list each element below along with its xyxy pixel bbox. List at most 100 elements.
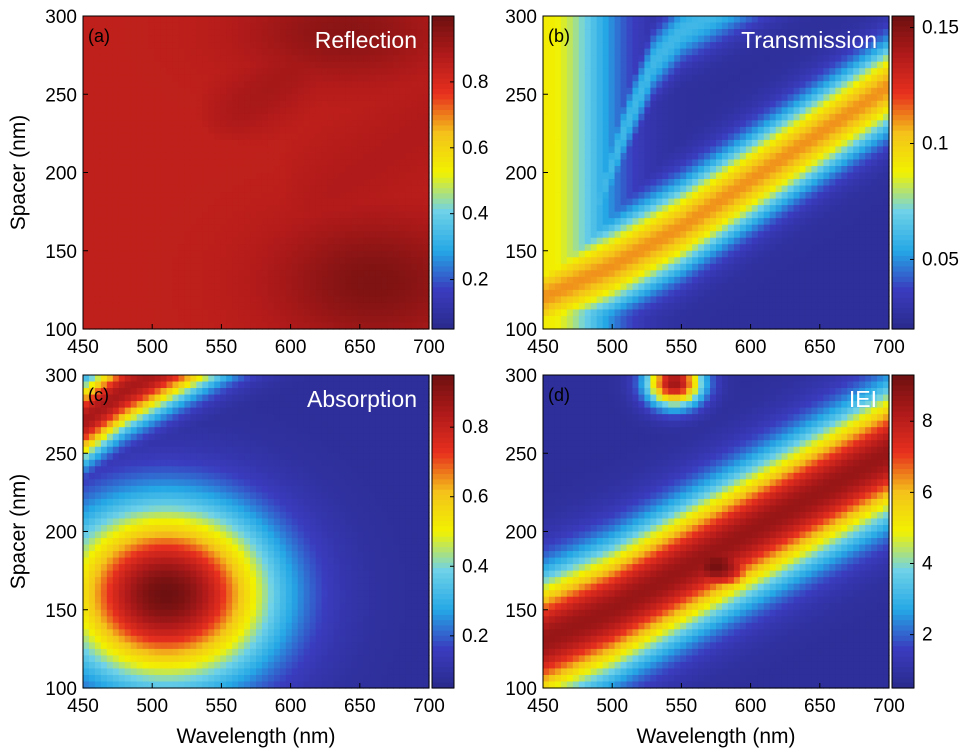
- heatmap-cell: [745, 276, 753, 284]
- heatmap-cell: [650, 250, 657, 258]
- heatmap-cell: [543, 224, 550, 232]
- heatmap-cell: [309, 224, 317, 232]
- heatmap-cell: [608, 237, 616, 245]
- heatmap-cell: [543, 133, 550, 141]
- heatmap-cell: [363, 172, 370, 180]
- heatmap-cell: [727, 172, 735, 180]
- heatmap-cell: [369, 42, 376, 50]
- heatmap-cell: [118, 146, 126, 154]
- heatmap-cell: [154, 126, 162, 134]
- heatmap-cell: [363, 29, 370, 37]
- heatmap-cell: [596, 29, 604, 37]
- heatmap-cell: [244, 74, 251, 82]
- heatmap-cell: [232, 113, 239, 121]
- heatmap-cell: [572, 146, 580, 154]
- heatmap-cell: [83, 172, 90, 180]
- heatmap-cell: [220, 309, 227, 317]
- heatmap-cell: [698, 309, 705, 317]
- heatmap-cell: [704, 74, 711, 82]
- heatmap-cell: [124, 179, 132, 187]
- heatmap-cell: [357, 87, 364, 95]
- heatmap-cell: [757, 165, 765, 174]
- heatmap-cell: [554, 257, 562, 265]
- heatmap-cell: [596, 179, 604, 187]
- heatmap-cell: [250, 107, 257, 115]
- heatmap-cell: [417, 48, 424, 56]
- heatmap-cell: [769, 179, 777, 187]
- heatmap-cell: [584, 146, 592, 154]
- heatmap-cell: [662, 250, 669, 258]
- heatmap-cell: [357, 146, 364, 154]
- heatmap-cell: [238, 237, 245, 245]
- heatmap-cell: [285, 55, 293, 63]
- heatmap-cell: [166, 139, 174, 148]
- heatmap-cell: [238, 283, 245, 291]
- heatmap-cell: [261, 68, 269, 76]
- heatmap-cell: [757, 263, 765, 271]
- heatmap-cell: [644, 48, 651, 56]
- heatmap-cell: [554, 159, 562, 167]
- heatmap-cell: [799, 224, 807, 232]
- heatmap-cell: [184, 179, 191, 187]
- y-tick-label: 250: [45, 85, 77, 106]
- heatmap-cell: [244, 35, 251, 43]
- heatmap-cell: [303, 218, 311, 226]
- heatmap-cell: [578, 107, 586, 115]
- heatmap-cell: [793, 48, 801, 56]
- heatmap-cell: [393, 270, 400, 278]
- heatmap-cell: [351, 289, 359, 297]
- heatmap-cell: [787, 61, 795, 69]
- heatmap-cell: [154, 42, 162, 50]
- heatmap-cell: [680, 322, 687, 330]
- heatmap-cell: [112, 218, 120, 226]
- heatmap-cell: [351, 198, 359, 206]
- heatmap-cell: [423, 68, 430, 76]
- heatmap-cell: [261, 270, 269, 278]
- heatmap-cell: [387, 22, 394, 30]
- heatmap-cell: [543, 309, 550, 317]
- heatmap-cell: [799, 302, 807, 311]
- heatmap-cell: [674, 263, 681, 271]
- heatmap-cell: [172, 113, 180, 121]
- heatmap-cell: [202, 276, 209, 284]
- heatmap-cell: [267, 42, 275, 50]
- heatmap-cell: [136, 224, 144, 232]
- heatmap-cell: [704, 159, 711, 167]
- heatmap-cell: [745, 87, 753, 95]
- heatmap-cell: [632, 159, 640, 167]
- heatmap-cell: [309, 74, 317, 82]
- heatmap-cell: [190, 322, 197, 330]
- heatmap-cell: [417, 250, 424, 258]
- heatmap-cell: [387, 283, 394, 291]
- heatmap-cell: [704, 61, 711, 69]
- heatmap-cell: [704, 231, 711, 239]
- heatmap-cell: [244, 179, 251, 187]
- heatmap-cell: [279, 244, 287, 252]
- heatmap-cell: [112, 29, 120, 37]
- heatmap-cell: [285, 120, 293, 128]
- heatmap-cell: [160, 283, 168, 291]
- heatmap-cell: [739, 165, 747, 174]
- heatmap-cell: [662, 185, 669, 193]
- heatmap-cell: [321, 270, 329, 278]
- heatmap-cell: [124, 113, 132, 121]
- heatmap-cell: [244, 152, 251, 161]
- heatmap-cell: [130, 48, 138, 56]
- heatmap-cell: [710, 302, 717, 311]
- heatmap-cell: [148, 276, 156, 284]
- heatmap-cell: [232, 302, 239, 311]
- heatmap-cell: [680, 113, 687, 121]
- heatmap-cell: [799, 35, 807, 43]
- heatmap-cell: [112, 22, 120, 30]
- heatmap-cell: [560, 94, 568, 102]
- heatmap-cell: [387, 113, 394, 121]
- heatmap-cell: [733, 198, 741, 206]
- heatmap-cell: [136, 165, 144, 174]
- heatmap-cell: [94, 270, 102, 278]
- heatmap-cell: [256, 205, 263, 213]
- heatmap-cell: [423, 152, 430, 161]
- heatmap-cell: [745, 113, 753, 121]
- heatmap-cell: [261, 165, 269, 174]
- heatmap-cell: [745, 126, 753, 134]
- heatmap-cell: [261, 309, 269, 317]
